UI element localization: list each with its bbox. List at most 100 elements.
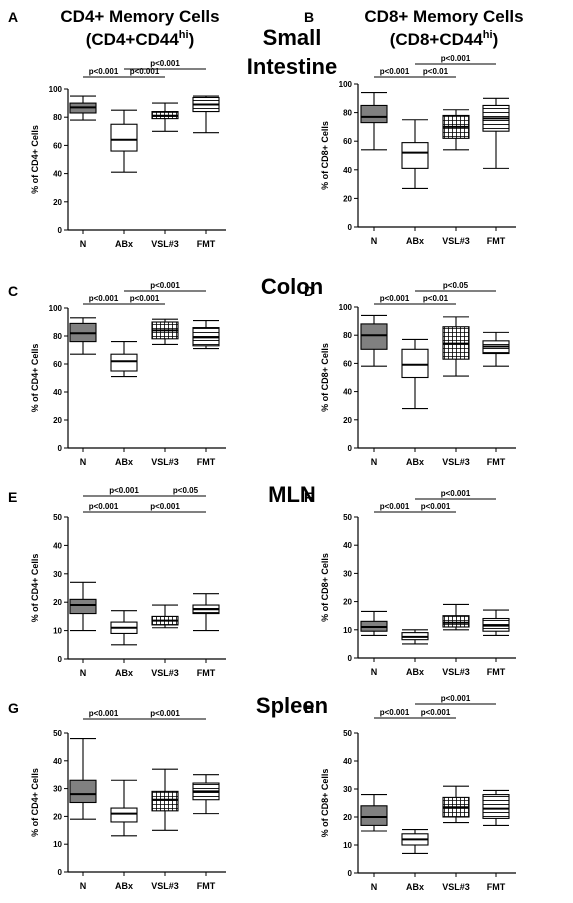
p-value-label-b: p<0.01: [423, 67, 449, 76]
p-value-label-h: p<0.001: [441, 694, 471, 703]
y-tick-label-g: 0: [58, 868, 63, 877]
box-c-fmt: [192, 320, 220, 350]
p-value-label-b: p<0.001: [441, 54, 471, 63]
y-tick-label-b: 40: [343, 166, 352, 175]
left-header-line2: (CD4+CD44hi): [86, 29, 195, 49]
box-body: [360, 805, 388, 826]
y-tick-label-a: 100: [49, 85, 63, 94]
x-tick-label-g: VSL#3: [151, 881, 179, 891]
y-tick-label-b: 20: [343, 194, 352, 203]
p-value-label-g: p<0.001: [150, 709, 180, 718]
box-e-fmt: [192, 593, 220, 632]
panel-letter-a: A: [8, 9, 18, 25]
y-tick-label-g: 10: [53, 840, 62, 849]
p-value-label-f: p<0.001: [441, 489, 471, 498]
box-body: [482, 794, 510, 819]
box-body: [69, 779, 97, 804]
x-tick-label-a: N: [80, 239, 87, 249]
panel-g: 0 10 20 30 40 50 % of CD4+ Cells N ABx VSL#3 FMT p<…: [30, 709, 226, 891]
panel-letter-c: C: [8, 283, 18, 299]
left-header-close: ): [189, 30, 195, 49]
y-tick-label-f: 50: [343, 513, 352, 522]
box-a-vsl3: [151, 102, 179, 132]
y-tick-label-h: 40: [343, 757, 352, 766]
p-value-label-f: p<0.001: [421, 502, 451, 511]
x-tick-label-g: ABx: [115, 881, 133, 891]
p-value-label-d: p<0.001: [380, 294, 410, 303]
box-b-abx: [401, 119, 429, 189]
y-tick-label-f: 10: [343, 626, 352, 635]
box-c-abx: [110, 341, 138, 378]
x-tick-label-a: FMT: [197, 239, 216, 249]
x-tick-label-c: FMT: [197, 457, 216, 467]
box-body: [401, 348, 429, 379]
x-tick-label-f: ABx: [406, 667, 424, 677]
left-header-text: (CD4+CD44: [86, 30, 180, 49]
x-tick-label-e: N: [80, 668, 87, 678]
y-tick-label-c: 0: [58, 444, 63, 453]
y-tick-label-g: 40: [53, 757, 62, 766]
panel-d: 0 20 40 60 80 100 % of CD8+ Cells N ABx VSL#3 FMT p…: [320, 281, 516, 467]
y-tick-label-d: 20: [343, 416, 352, 425]
p-value-label-h: p<0.001: [380, 708, 410, 717]
x-tick-label-e: VSL#3: [151, 668, 179, 678]
p-value-label-e: p<0.001: [109, 486, 139, 495]
y-tick-label-a: 40: [53, 170, 62, 179]
right-header-text: (CD8+CD44: [390, 30, 484, 49]
p-value-label-a: p<0.001: [130, 67, 160, 76]
x-tick-label-e: FMT: [197, 668, 216, 678]
x-tick-label-f: N: [371, 667, 378, 677]
tissue-spleen: Spleen: [256, 693, 328, 718]
p-value-label-c: p<0.001: [89, 294, 119, 303]
p-value-label-a: p<0.001: [150, 59, 180, 68]
y-tick-label-e: 0: [58, 655, 63, 664]
y-tick-label-f: 0: [348, 654, 353, 663]
x-tick-label-b: ABx: [406, 236, 424, 246]
box-f-n: [360, 610, 388, 636]
box-g-vsl3: [151, 768, 179, 831]
box-a-abx: [110, 109, 138, 173]
y-tick-label-e: 50: [53, 513, 62, 522]
box-body: [360, 323, 388, 350]
y-axis-label-g: % of CD4+ Cells: [30, 768, 40, 837]
x-tick-label-f: FMT: [487, 667, 506, 677]
panel-f: 0 10 20 30 40 50 % of CD8+ Cells N ABx VSL#3 FMT p<…: [320, 489, 516, 677]
y-tick-label-c: 60: [53, 360, 62, 369]
p-value-label-d: p<0.01: [423, 294, 449, 303]
x-tick-label-h: VSL#3: [442, 882, 470, 892]
x-tick-label-h: ABx: [406, 882, 424, 892]
y-axis-label-c: % of CD4+ Cells: [30, 344, 40, 413]
y-tick-label-h: 50: [343, 729, 352, 738]
box-d-abx: [401, 338, 429, 410]
box-e-vsl3: [151, 604, 179, 629]
box-d-vsl3: [442, 316, 470, 377]
panel-c: 0 20 40 60 80 100 % of CD4+ Cells N ABx VSL#3 FMT p…: [30, 281, 226, 467]
x-tick-label-b: N: [371, 236, 378, 246]
y-tick-label-e: 30: [53, 570, 62, 579]
y-tick-label-b: 60: [343, 137, 352, 146]
x-tick-label-d: FMT: [487, 457, 506, 467]
y-tick-label-g: 50: [53, 729, 62, 738]
panel-letter-f: F: [304, 489, 313, 505]
y-tick-label-c: 80: [53, 332, 62, 341]
left-header-line1: CD4+ Memory Cells: [60, 7, 219, 26]
x-tick-label-c: ABx: [115, 457, 133, 467]
p-value-label-b: p<0.001: [380, 67, 410, 76]
panel-letter-b: B: [304, 9, 314, 25]
y-tick-label-d: 40: [343, 388, 352, 397]
x-tick-label-d: N: [371, 457, 378, 467]
box-body: [442, 615, 470, 628]
y-tick-label-e: 10: [53, 627, 62, 636]
right-header-line2: (CD8+CD44hi): [390, 29, 499, 49]
y-tick-label-d: 60: [343, 359, 352, 368]
p-value-label-d: p<0.05: [443, 281, 469, 290]
panel-e: 0 10 20 30 40 50 % of CD4+ Cells N ABx VSL#3 FMT p<…: [30, 486, 226, 678]
box-d-n: [360, 314, 388, 367]
y-axis-label-a: % of CD4+ Cells: [30, 125, 40, 194]
right-header-sup: hi: [483, 29, 493, 41]
panel-letter-h: H: [304, 700, 314, 716]
box-body: [110, 807, 138, 823]
y-tick-label-a: 60: [53, 141, 62, 150]
p-value-label-c: p<0.001: [150, 281, 180, 290]
